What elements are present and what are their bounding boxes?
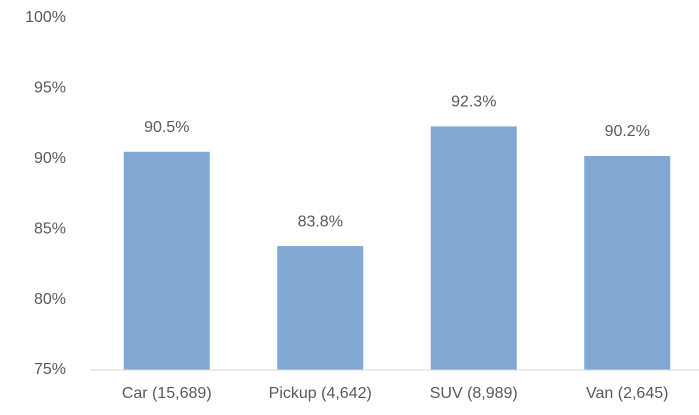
bar <box>277 246 364 370</box>
y-tick-label: 75% <box>34 361 66 378</box>
value-label: 83.8% <box>298 213 343 230</box>
x-tick-label: Pickup (4,642) <box>269 385 372 402</box>
bar <box>430 126 517 370</box>
y-tick-label: 95% <box>34 80 66 97</box>
y-tick-label: 80% <box>34 291 66 308</box>
y-tick-label: 90% <box>34 150 66 167</box>
x-tick-label: SUV (8,989) <box>430 385 518 402</box>
x-tick-label: Van (2,645) <box>586 385 668 402</box>
x-tick-label: Car (15,689) <box>122 385 212 402</box>
value-label: 92.3% <box>451 94 496 111</box>
value-label: 90.5% <box>144 119 189 136</box>
bar <box>123 151 210 370</box>
y-tick-label: 100% <box>25 9 66 26</box>
value-label: 90.2% <box>605 123 650 140</box>
y-tick-label: 85% <box>34 220 66 237</box>
bar <box>584 155 671 370</box>
